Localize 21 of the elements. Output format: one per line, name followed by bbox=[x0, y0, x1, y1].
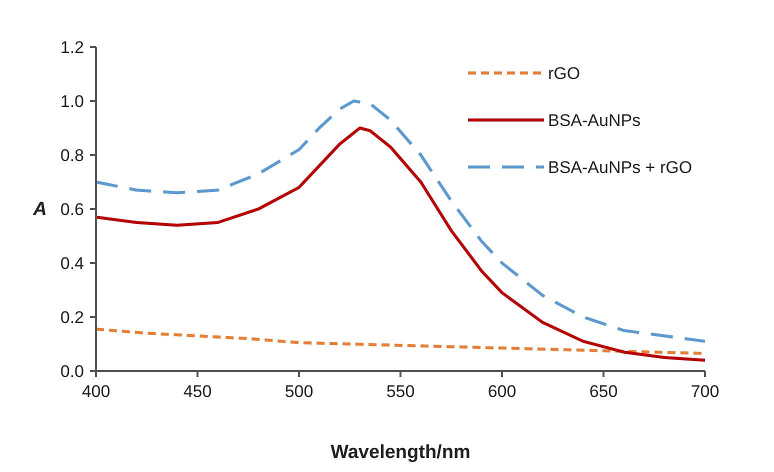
x-tick-label: 650 bbox=[589, 382, 618, 401]
x-axis-title: Wavelength/nm bbox=[330, 442, 470, 463]
x-tick-label: 700 bbox=[690, 382, 720, 401]
y-tick-label: 1.2 bbox=[60, 38, 84, 57]
x-tick-label: 550 bbox=[386, 382, 415, 401]
y-tick-label: 0.8 bbox=[60, 146, 84, 165]
y-axis-title: A bbox=[32, 199, 47, 220]
y-tick-label: 0.4 bbox=[60, 254, 84, 273]
legend-label: BSA-AuNPs + rGO bbox=[548, 158, 692, 177]
legend-label: rGO bbox=[548, 64, 580, 83]
y-tick-label: 0.0 bbox=[60, 362, 84, 381]
x-tick-label: 600 bbox=[488, 382, 516, 401]
legend-label: BSA-AuNPs bbox=[548, 110, 641, 130]
x-tick-label: 500 bbox=[284, 382, 314, 401]
x-tick-label: 450 bbox=[183, 382, 212, 401]
y-tick-label: 0.6 bbox=[60, 200, 84, 219]
y-tick-label: 1.0 bbox=[60, 92, 84, 111]
y-tick-label: 0.2 bbox=[60, 308, 84, 327]
x-tick-label: 400 bbox=[82, 382, 110, 401]
line-series bbox=[94, 126, 706, 362]
line-series bbox=[94, 100, 706, 343]
